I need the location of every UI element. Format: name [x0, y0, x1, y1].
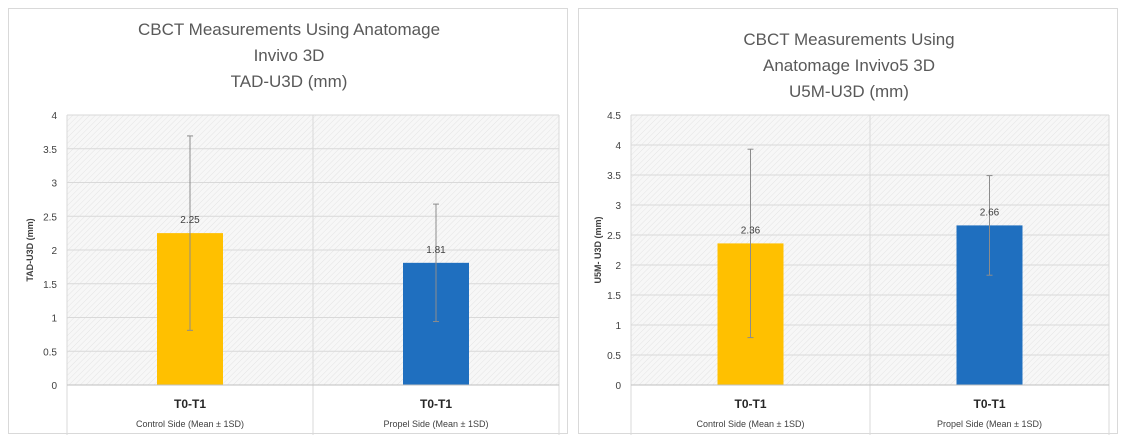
chart-title-line: CBCT Measurements Using Anatomage [138, 20, 440, 39]
y-tick-label: 2.5 [43, 212, 57, 223]
y-tick-label: 0 [615, 381, 621, 392]
category-sublabel: Control Side (Mean ± 1SD) [136, 419, 244, 429]
y-tick-label: 4 [51, 111, 57, 122]
data-label: 2.66 [980, 207, 1000, 218]
y-axis-label: U5M- U3D (mm) [593, 216, 603, 283]
chart-svg-u5m-u3d: CBCT Measurements Using Anatomage Invivo5… [593, 30, 1110, 435]
y-tick-label: 0.5 [607, 351, 621, 362]
chart-title-line: CBCT Measurements Using [743, 30, 954, 49]
chart-title-line: U5M-U3D (mm) [789, 82, 909, 101]
y-tick-label: 0 [51, 381, 57, 392]
chart-panel-u5m-u3d: CBCT Measurements Using Anatomage Invivo5… [578, 8, 1118, 435]
data-label: 1.81 [426, 245, 446, 256]
category-label: T0-T1 [734, 397, 766, 411]
y-tick-label: 3 [51, 179, 57, 190]
chart-title-line: Anatomage Invivo5 3D [763, 56, 935, 75]
category-sublabel: Propel Side (Mean ± 1SD) [937, 419, 1042, 429]
y-tick-label: 4 [615, 141, 621, 152]
category-label: T0-T1 [174, 397, 206, 411]
y-tick-label: 2 [51, 246, 57, 257]
y-tick-label: 1.5 [43, 280, 57, 291]
chart-title-line: Invivo 3D [254, 46, 325, 65]
y-axis-label: TAD-U3D (mm) [25, 218, 35, 281]
y-tick-label: 2 [615, 261, 621, 272]
y-tick-label: 1 [51, 314, 57, 325]
chart-panel-tad-u3d: CBCT Measurements Using Anatomage Invivo … [8, 8, 568, 435]
chart-svg-tad-u3d: CBCT Measurements Using Anatomage Invivo … [25, 20, 560, 435]
y-tick-label: 3.5 [43, 145, 57, 156]
data-label: 2.25 [180, 215, 200, 226]
category-sublabel: Propel Side (Mean ± 1SD) [384, 419, 489, 429]
category-sublabel: Control Side (Mean ± 1SD) [697, 419, 805, 429]
category-label: T0-T1 [420, 397, 452, 411]
y-tick-label: 0.5 [43, 347, 57, 358]
y-tick-label: 1.5 [607, 291, 621, 302]
y-tick-label: 3.5 [607, 171, 621, 182]
chart-title-line: TAD-U3D (mm) [231, 72, 348, 91]
y-tick-label: 3 [615, 201, 621, 212]
category-label: T0-T1 [973, 397, 1005, 411]
data-label: 2.36 [741, 225, 761, 236]
y-tick-label: 4.5 [607, 111, 621, 122]
y-tick-label: 1 [615, 321, 621, 332]
y-tick-label: 2.5 [607, 231, 621, 242]
